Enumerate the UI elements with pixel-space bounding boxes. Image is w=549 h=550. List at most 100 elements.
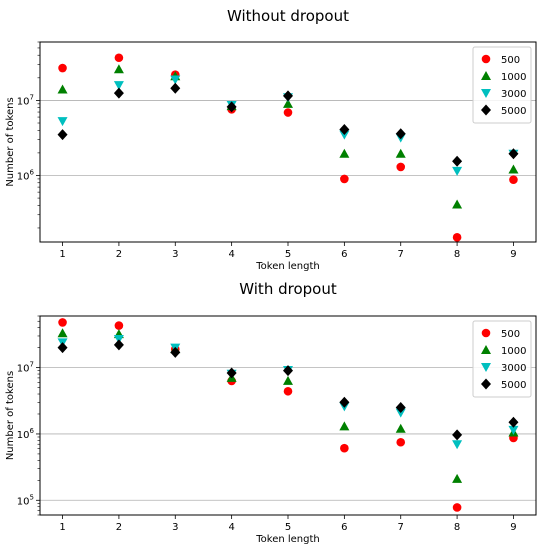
data-point	[57, 84, 68, 94]
legend-label: 3000	[501, 89, 526, 100]
legend-marker	[481, 363, 491, 372]
data-point	[340, 443, 349, 453]
data-point	[452, 429, 463, 441]
legend-label: 3000	[501, 363, 526, 374]
legend-marker	[481, 54, 491, 64]
data-point	[509, 175, 518, 184]
data-point	[57, 342, 68, 354]
data-point	[113, 339, 124, 351]
data-point	[395, 128, 406, 140]
data-point	[113, 64, 124, 74]
legend-marker	[481, 378, 491, 390]
chart-2: With dropout 105 106 107 1 2 3 4 5 6 7 8 9 Token leng…	[5, 280, 537, 545]
data-point	[508, 148, 519, 160]
legend-marker	[481, 345, 491, 354]
chart-title: With dropout	[239, 280, 337, 298]
y-axis-label: Number of tokens	[5, 97, 16, 186]
data-point	[452, 155, 463, 167]
legend-marker	[481, 71, 491, 80]
y-tick-label: 107	[17, 93, 34, 107]
data-point	[170, 346, 181, 358]
x-tick-label: 4	[228, 249, 234, 260]
legend-box	[472, 320, 532, 398]
data-point	[226, 101, 237, 113]
series-5000	[57, 82, 519, 167]
data-point	[452, 166, 463, 176]
data-point	[113, 81, 124, 91]
data-point	[283, 98, 293, 108]
data-point	[508, 425, 519, 435]
legend-label: 500	[501, 55, 520, 66]
data-point	[114, 321, 124, 330]
x-tick-label: 1	[59, 522, 65, 533]
x-tick-label: 3	[172, 249, 178, 260]
x-tick-label: 7	[398, 249, 404, 260]
x-tick-label: 1	[59, 249, 65, 260]
data-point	[283, 375, 293, 385]
legend: 500 1000 3000 5000	[472, 46, 532, 124]
x-tick-label: 8	[454, 522, 460, 533]
x-tick-label: 6	[341, 522, 347, 533]
data-point	[508, 416, 519, 428]
data-point	[339, 421, 350, 431]
series-1000	[57, 328, 519, 483]
data-point	[283, 386, 293, 396]
y-axis-label: Number of tokens	[5, 371, 16, 460]
data-point	[452, 503, 462, 512]
data-point	[452, 199, 463, 209]
data-point	[57, 117, 68, 127]
series-500	[58, 53, 518, 242]
data-point	[395, 408, 406, 418]
data-point	[58, 63, 67, 73]
data-point	[395, 148, 406, 158]
series-500	[58, 318, 518, 512]
data-point	[170, 75, 181, 85]
legend-label: 1000	[501, 346, 526, 357]
x-tick-label: 9	[510, 522, 516, 533]
data-point	[395, 402, 406, 414]
x-tick-label: 9	[510, 249, 516, 260]
legend-marker	[481, 104, 491, 116]
legend-label: 5000	[501, 380, 526, 391]
data-point	[283, 90, 293, 102]
plot-frame	[39, 41, 537, 243]
x-tick-label: 5	[285, 249, 291, 260]
y-tick-label: 106	[17, 168, 35, 182]
data-point	[114, 53, 124, 63]
x-tick-label: 8	[454, 249, 460, 260]
data-point	[339, 130, 350, 140]
y-tick-label: 106	[17, 427, 35, 441]
y-tick-label: 107	[17, 361, 34, 375]
data-point	[339, 148, 350, 158]
x-tick-label: 3	[172, 522, 178, 533]
data-point	[340, 174, 349, 184]
x-tick-label: 4	[228, 522, 234, 533]
x-tick-label: 6	[341, 249, 347, 260]
x-tick-label: 5	[285, 522, 291, 533]
x-tick-label: 2	[116, 522, 122, 533]
legend-marker	[481, 328, 491, 338]
data-point	[283, 365, 293, 377]
data-point	[339, 396, 350, 408]
data-point	[396, 437, 406, 447]
legend-box	[472, 46, 532, 124]
x-tick-label: 2	[116, 249, 122, 260]
series-5000	[57, 339, 519, 441]
data-point	[170, 82, 181, 94]
data-point	[452, 233, 462, 242]
x-axis-label: Token length	[255, 534, 320, 545]
data-point	[452, 440, 463, 450]
chart-1: Without dropout 106 107 1 2 3 4 5 6 7 8 9 Token leng…	[5, 7, 537, 272]
data-point	[396, 162, 406, 172]
legend-label: 1000	[501, 72, 526, 83]
legend-marker	[481, 89, 491, 98]
data-point	[57, 129, 68, 141]
x-axis-label: Token length	[255, 261, 320, 272]
data-point	[113, 87, 124, 99]
legend-label: 5000	[501, 106, 526, 117]
data-point	[508, 164, 519, 174]
data-point	[226, 367, 237, 379]
data-point	[58, 318, 67, 327]
legend-label: 500	[501, 329, 520, 340]
